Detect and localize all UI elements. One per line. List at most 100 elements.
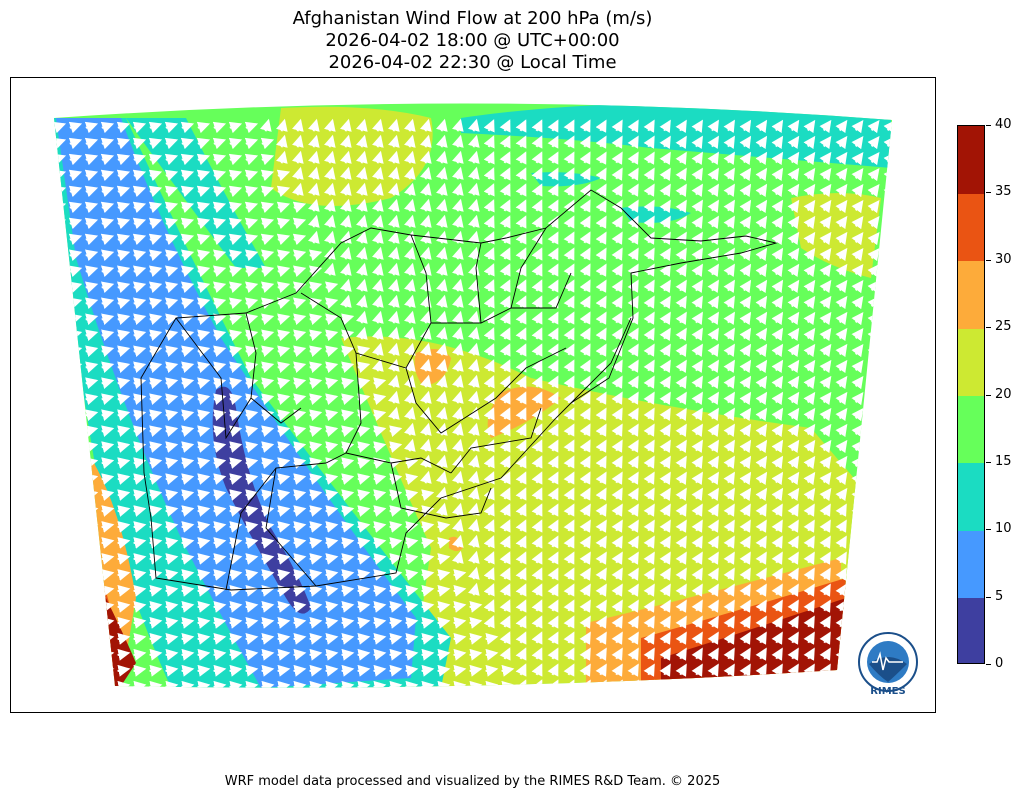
wind-arrow [547,199,559,213]
colorbar-tick-label: 10 [995,521,1012,537]
wind-arrow [499,151,511,165]
wind-arrow [356,326,368,340]
wind-arrow [85,521,99,533]
wind-arrow [867,488,880,502]
wind-arrow [883,344,892,358]
wind-arrow [69,664,83,677]
wind-arrow [499,263,511,277]
wind-arrow [132,249,147,262]
wind-arrow [904,521,910,531]
wind-arrow [117,329,131,341]
wind-arrow [755,183,768,198]
colorbar-tick [986,327,991,329]
wind-arrow [835,231,848,246]
wind-arrow [851,199,864,214]
wind-arrow [499,295,511,309]
wind-arrow [787,231,800,246]
wind-arrow [292,201,307,214]
wind-arrow [404,166,416,180]
wind-arrow [819,311,832,326]
wind-arrow [324,118,336,132]
wind-arrow [54,664,67,677]
wind-arrow [643,183,655,197]
wind-arrow [212,137,227,150]
wind-arrow [563,135,575,149]
wind-arrow [867,472,880,486]
wind-arrow [68,153,83,166]
wind-arrow [164,281,179,294]
wind-arrow [372,182,384,196]
colorbar-segment [958,530,984,599]
wind-arrow [531,167,543,181]
wind-arrow [803,311,816,326]
wind-arrow [452,230,464,244]
wind-arrow [85,537,99,549]
wind-arrow [691,119,703,133]
wind-arrow [84,121,99,134]
wind-arrow [771,183,784,198]
wind-arrow [197,313,211,325]
footer-credit: WRF model data processed and visualized … [224,774,721,789]
wind-arrow [515,263,527,277]
wind-arrow [723,311,735,325]
wind-arrow [244,265,259,278]
wind-arrow [308,150,320,164]
wind-arrow [787,295,800,310]
wind-arrow [85,664,99,677]
wind-arrow [563,199,575,213]
wind-arrow [69,569,83,581]
wind-arrow [133,313,147,325]
wind-arrow [293,329,307,341]
wind-arrow [483,151,495,165]
wind-arrow [563,231,575,245]
wind-arrow [499,311,511,325]
wind-arrow [531,135,543,149]
wind-arrow [404,118,416,132]
wind-arrow [739,119,752,134]
wind-arrow [579,119,591,133]
wind-arrow [340,294,352,308]
wind-arrow [531,263,543,277]
wind-arrow [611,151,623,165]
wind-arrow [324,297,339,310]
wind-arrow [340,166,352,180]
wind-arrow [85,648,99,661]
wind-arrow [755,199,768,214]
wind-arrow [819,215,832,230]
wind-arrow [132,153,147,166]
wind-arrow [69,537,83,549]
wind-arrow [904,250,911,259]
wind-arrow [851,535,863,549]
wind-arrow [324,198,336,212]
wind-arrow [309,329,323,341]
colorbar-tick [986,192,991,194]
colorbar-tick [986,529,991,531]
wind-arrow [595,215,607,229]
wind-arrow [85,680,99,688]
wind-arrow [851,567,863,581]
wind-arrow [723,215,735,229]
wind-arrow [867,135,880,150]
wind-arrow [388,326,400,340]
wind-arrow [819,263,832,278]
wind-arrow [212,169,227,182]
wind-arrow [563,327,575,341]
map-panel [10,77,936,713]
wind-arrow [723,151,735,165]
wind-arrow [244,297,259,310]
wind-arrow [883,424,892,438]
wind-arrow [883,583,892,597]
wind-arrow [228,233,243,246]
wind-arrow [819,135,832,150]
wind-arrow [148,137,163,150]
wind-arrow [739,231,752,246]
wind-arrow [54,441,67,453]
wind-arrow [228,185,243,198]
colorbar [957,125,985,664]
wind-arrow [356,262,368,276]
wind-arrow [116,185,131,198]
wind-arrow [68,217,83,230]
wind-arrow [116,153,131,166]
wind-arrow [547,263,559,277]
wind-arrow [420,230,432,244]
